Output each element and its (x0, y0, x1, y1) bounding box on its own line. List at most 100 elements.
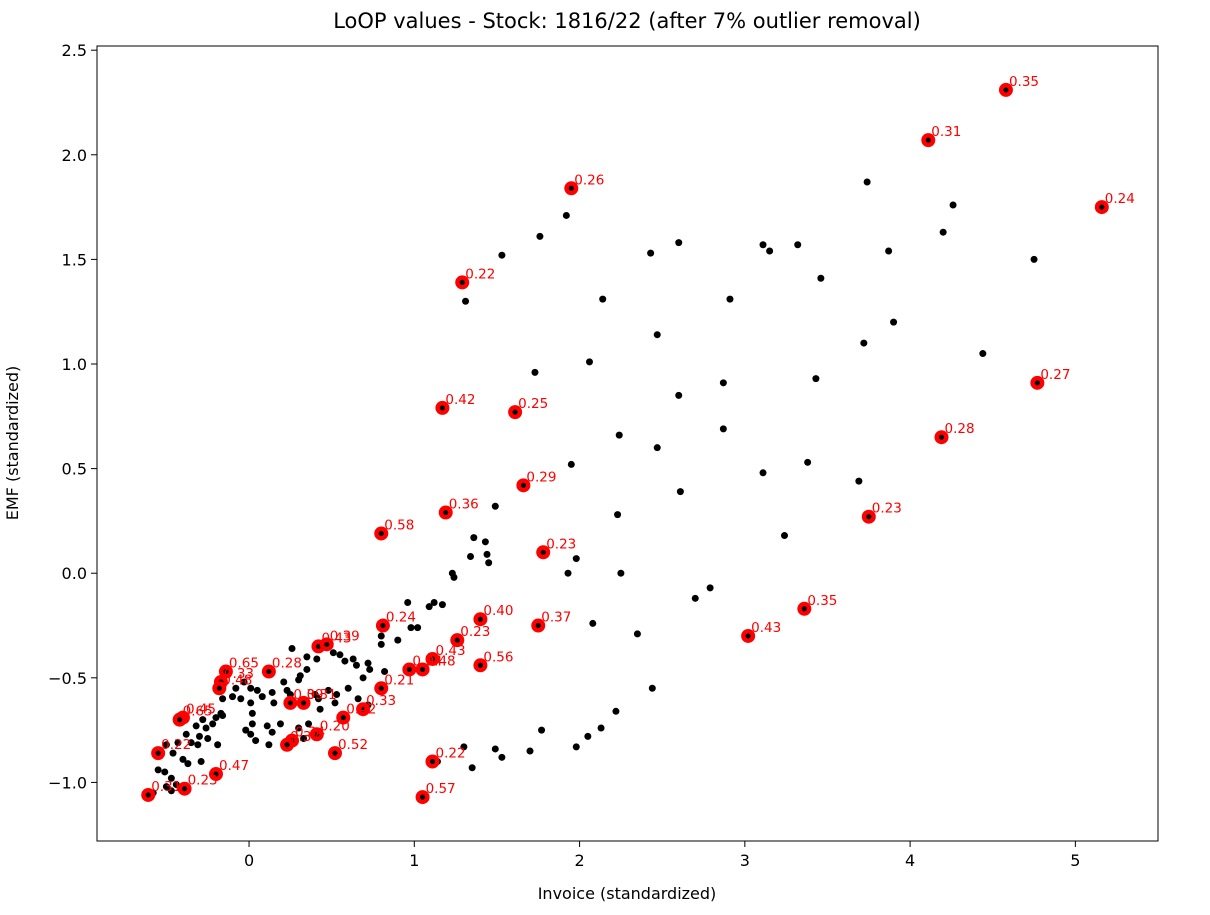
chart-title: LoOP values - Stock: 1816/22 (after 7% o… (333, 9, 921, 33)
data-point (349, 655, 357, 663)
y-tick-label: 0.0 (62, 564, 87, 583)
data-point (167, 774, 175, 782)
outlier-labels: 0.35 0.31 0.26 0.24 0.22 0.27 0.42 0.25 0.28 0.29… (151, 74, 1135, 797)
data-point (258, 693, 266, 701)
outlier-value-label: 0.24 (1105, 191, 1135, 207)
data-point (209, 720, 217, 728)
outlier-point (223, 668, 229, 675)
outlier-point (429, 656, 436, 662)
data-point (572, 555, 580, 563)
x-tick-label: 5 (1070, 851, 1080, 870)
outlier-value-label: 0.31 (151, 779, 181, 795)
data-point (364, 659, 372, 667)
data-point (288, 645, 296, 653)
data-point (863, 178, 871, 186)
outlier-value-label: 0.43 (321, 630, 351, 646)
outlier-point (443, 509, 449, 516)
data-point (450, 573, 458, 581)
data-point (468, 764, 476, 772)
outlier-point (266, 668, 272, 675)
data-point (242, 726, 250, 734)
data-point (295, 676, 303, 684)
outlier-point (925, 137, 931, 143)
data-point (248, 709, 256, 717)
data-point (167, 787, 175, 795)
data-point (719, 425, 727, 433)
y-axis-label: EMF (standardized) (3, 366, 22, 521)
data-point (466, 552, 474, 560)
data-point (280, 678, 288, 686)
data-point (253, 686, 261, 694)
data-point (313, 655, 321, 663)
data-point (470, 534, 478, 542)
data-point (154, 766, 162, 774)
outlier-value-label: 0.43 (435, 643, 465, 659)
data-point (481, 538, 489, 546)
data-point (366, 665, 374, 673)
data-point (691, 594, 699, 602)
outlier-value-label: 0.33 (366, 693, 396, 709)
outlier-value-label: 0.57 (426, 781, 456, 797)
outlier-value-label: 0.36 (449, 497, 479, 513)
data-point (617, 569, 625, 577)
x-tick-label: 2 (574, 851, 584, 870)
data-point (498, 251, 506, 259)
outlier-point (477, 616, 484, 622)
outlier-value-label: 0.27 (1040, 367, 1070, 383)
data-point (276, 720, 284, 728)
outlier-point (1099, 204, 1105, 210)
data-point (885, 247, 893, 255)
data-point (653, 331, 661, 339)
outlier-value-label: 0.23 (460, 624, 490, 640)
data-point (817, 274, 825, 282)
outlier-point (340, 714, 346, 721)
data-point (719, 379, 727, 387)
data-point (597, 724, 605, 732)
data-point (344, 684, 352, 692)
x-tick-label: 4 (905, 851, 915, 870)
data-point (781, 532, 789, 540)
data-point (394, 636, 402, 644)
data-point (199, 716, 207, 724)
data-point (564, 569, 572, 577)
data-point (263, 722, 271, 730)
data-point (1030, 255, 1038, 263)
data-point (425, 603, 433, 611)
data-point (329, 649, 337, 657)
data-point (214, 741, 222, 749)
data-point (331, 699, 339, 707)
data-point (265, 741, 273, 749)
data-point (567, 460, 575, 468)
outlier-value-label: 0.26 (574, 172, 604, 188)
data-point (812, 375, 820, 383)
data-point (354, 695, 362, 703)
outlier-point (520, 482, 526, 488)
outlier-point (378, 530, 384, 537)
data-point (676, 488, 684, 496)
outlier-value-label: 0.34 (295, 725, 325, 741)
y-tick-label: 1.0 (62, 355, 87, 374)
data-point (979, 350, 987, 358)
data-point (526, 747, 534, 755)
outlier-point (155, 750, 161, 756)
data-point (585, 358, 593, 366)
outlier-value-label: 0.25 (518, 396, 548, 412)
outlier-value-label: 0.31 (931, 124, 961, 140)
data-point (615, 431, 623, 439)
outlier-value-label: 0.37 (290, 729, 320, 745)
data-point (572, 743, 580, 751)
data-point (653, 444, 661, 452)
data-point (377, 632, 385, 640)
outlier-value-label: 0.29 (526, 469, 556, 485)
data-point (462, 297, 470, 305)
data-point (174, 739, 182, 747)
data-point (192, 722, 200, 730)
data-point (232, 684, 240, 692)
data-point (202, 724, 210, 732)
data-point (314, 695, 322, 703)
data-point (197, 758, 205, 765)
data-point (726, 295, 734, 303)
x-tick-label: 1 (409, 851, 419, 870)
outlier-value-label: 0.47 (219, 758, 249, 774)
